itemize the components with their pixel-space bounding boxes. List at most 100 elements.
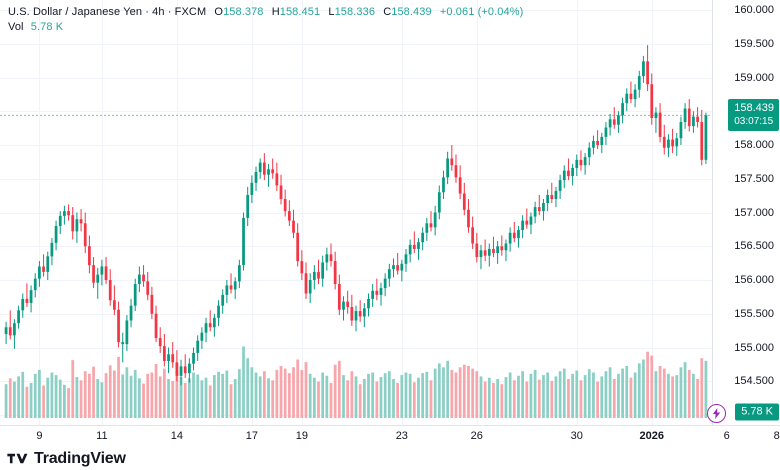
- candle-body: [558, 180, 562, 191]
- candle-body: [192, 352, 195, 364]
- volume-bar: [262, 371, 266, 418]
- volume-bar: [512, 380, 516, 418]
- volume-bar: [54, 375, 58, 418]
- candle-body: [483, 250, 487, 256]
- volume-bar: [342, 375, 345, 418]
- candle-body: [212, 317, 216, 328]
- volume-bar: [696, 379, 699, 418]
- candle-body: [396, 265, 400, 271]
- candle-body: [587, 147, 591, 158]
- volume-bar: [188, 378, 191, 418]
- candle-body: [92, 265, 95, 283]
- volume-bar: [521, 371, 524, 418]
- candle-body: [63, 211, 66, 216]
- volume-bar: [429, 380, 433, 418]
- legend-volume-row[interactable]: Vol 5.78 K: [8, 20, 523, 35]
- volume-bar: [392, 379, 395, 418]
- candle-body: [608, 119, 612, 128]
- candle-body: [687, 108, 691, 127]
- volume-bar: [371, 372, 375, 418]
- candle-body: [217, 305, 220, 318]
- volume-bar: [163, 368, 166, 418]
- price-tick-label: 158.000: [734, 139, 774, 151]
- time-tick-label: 6: [723, 430, 730, 442]
- volume-bar: [50, 372, 54, 418]
- tradingview-wordmark: TradingView: [34, 449, 126, 467]
- candle-body: [700, 122, 704, 160]
- volume-bar: [237, 369, 241, 418]
- volume-bar: [529, 373, 533, 418]
- volume-bar: [267, 378, 270, 418]
- candle-body: [167, 354, 170, 361]
- chart-plot-area[interactable]: [0, 0, 712, 425]
- volume-bar: [504, 377, 508, 418]
- volume-bar: [517, 375, 520, 418]
- volume-bar: [312, 377, 316, 418]
- time-axis[interactable]: 911141719232630202668111416: [0, 425, 780, 447]
- volume-bar: [113, 370, 116, 418]
- candle-body: [258, 162, 262, 172]
- volume-bar: [554, 376, 558, 418]
- volume-bar: [179, 377, 183, 418]
- legend-open-value: 158.378: [223, 6, 264, 18]
- volume-bar: [88, 373, 91, 418]
- volume-bar: [400, 375, 404, 418]
- price-tick-label: 156.000: [734, 274, 774, 286]
- volume-bar: [204, 377, 208, 418]
- volume-bar: [458, 367, 462, 418]
- volume-bar: [63, 384, 66, 418]
- realtime-lightning-icon[interactable]: [706, 404, 726, 423]
- volume-bar: [8, 378, 12, 418]
- volume-bar: [533, 369, 537, 418]
- candle-body: [637, 76, 641, 90]
- candle-body: [517, 230, 520, 239]
- candle-body: [450, 158, 454, 166]
- legend-interval[interactable]: 4h: [152, 6, 165, 18]
- chart-legend: U.S. Dollar / Japanese Yen · 4h · FXCM O…: [8, 5, 523, 35]
- volume-bar: [175, 371, 179, 418]
- price-axis[interactable]: 160.000159.500159.000158.500158.000157.5…: [712, 0, 780, 425]
- volume-bar: [108, 365, 112, 418]
- candle-body: [117, 309, 120, 343]
- volume-bar: [396, 382, 400, 418]
- volume-bar: [279, 366, 283, 418]
- volume-bar: [233, 379, 237, 418]
- volume-bar: [362, 379, 366, 418]
- volume-bar: [208, 385, 212, 418]
- legend-separator-2: ·: [167, 6, 172, 18]
- volume-badge[interactable]: 5.78 K: [735, 403, 779, 421]
- volume-bar: [637, 363, 641, 418]
- legend-symbol[interactable]: U.S. Dollar / Japanese Yen: [8, 6, 143, 18]
- candle-body: [512, 232, 516, 239]
- candle-body: [375, 290, 379, 295]
- legend-low-value: 158.336: [334, 6, 376, 18]
- candle-body: [429, 223, 433, 228]
- candle-body: [642, 61, 645, 77]
- volume-bar: [496, 379, 500, 418]
- legend-change: +0.061: [439, 6, 475, 18]
- legend-volume-value: 5.78 K: [30, 21, 64, 33]
- candle-body: [633, 89, 637, 100]
- candle-body: [596, 140, 599, 145]
- candle-body: [675, 138, 679, 147]
- candle-body: [500, 246, 504, 251]
- time-tick-label: 26: [470, 430, 483, 442]
- candle-body: [525, 220, 529, 225]
- candle-body: [575, 159, 579, 168]
- candle-body: [446, 158, 450, 178]
- legend-change-percent: (+0.04%): [477, 6, 524, 18]
- legend-symbol-row[interactable]: U.S. Dollar / Japanese Yen · 4h · FXCM O…: [8, 5, 523, 20]
- volume-bar: [450, 369, 454, 418]
- candle-body: [433, 212, 437, 228]
- candle-body: [188, 363, 191, 374]
- price-tick-label: 157.500: [734, 172, 774, 185]
- volume-bar: [408, 373, 412, 418]
- current-price-value: 158.439: [734, 102, 774, 115]
- candle-body: [362, 308, 366, 317]
- volume-bar: [671, 376, 674, 418]
- candle-body: [662, 136, 666, 148]
- volume-bar: [675, 375, 679, 418]
- legend-low-key: L: [328, 6, 335, 18]
- volume-bar: [654, 371, 658, 418]
- current-price-badge[interactable]: 158.439 03:07:15: [728, 99, 779, 132]
